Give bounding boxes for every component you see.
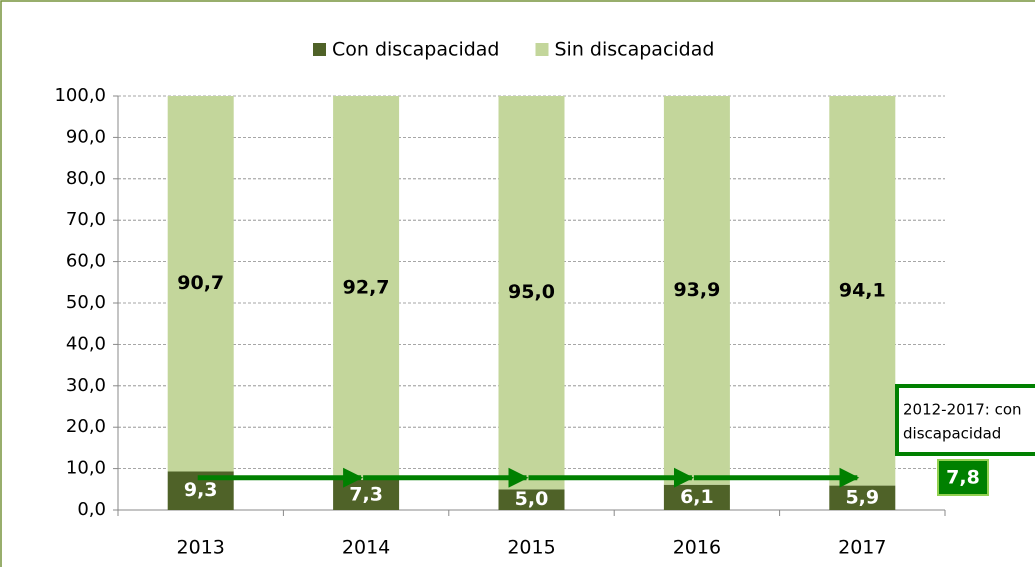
legend-swatch xyxy=(535,43,549,56)
y-tick-label: 90,0 xyxy=(66,126,106,147)
bar-segment xyxy=(663,484,730,510)
bar-segment xyxy=(829,485,896,510)
value-label: 93,9 xyxy=(673,279,720,301)
value-label: 5,0 xyxy=(515,488,549,510)
y-tick-label: 50,0 xyxy=(66,292,106,313)
x-tick-label: 2017 xyxy=(838,537,886,559)
value-label: 5,9 xyxy=(845,486,879,508)
annotation-text: 2012-2017: con xyxy=(903,401,1022,419)
bar-segment xyxy=(498,96,565,490)
annotation-value: 7,8 xyxy=(946,467,980,489)
legend-label: Con discapacidad xyxy=(332,39,500,61)
bar-segment xyxy=(167,96,234,472)
y-tick-label: 10,0 xyxy=(66,458,106,479)
value-label: 6,1 xyxy=(680,486,714,508)
value-label: 92,7 xyxy=(343,276,390,298)
value-label: 9,3 xyxy=(184,479,218,501)
x-tick-label: 2016 xyxy=(673,537,721,559)
value-label: 94,1 xyxy=(839,279,886,301)
value-label: 90,7 xyxy=(177,272,224,294)
x-tick-label: 2015 xyxy=(507,537,555,559)
y-tick-label: 0,0 xyxy=(77,499,106,520)
y-tick-label: 20,0 xyxy=(66,416,106,437)
annotation-text: discapacidad xyxy=(903,425,1001,443)
y-tick-label: 60,0 xyxy=(66,251,106,272)
y-tick-label: 100,0 xyxy=(54,85,106,106)
y-tick-label: 70,0 xyxy=(66,209,106,230)
bar-segment xyxy=(333,96,400,480)
value-label: 7,3 xyxy=(349,483,383,505)
legend-swatch xyxy=(313,43,326,56)
y-tick-label: 30,0 xyxy=(66,375,106,396)
bar-segment xyxy=(663,96,730,485)
x-tick-label: 2014 xyxy=(342,537,390,559)
bar-segment xyxy=(829,96,896,486)
value-label: 95,0 xyxy=(508,281,555,303)
x-tick-label: 2013 xyxy=(177,537,225,559)
bar-segment xyxy=(498,489,565,510)
legend-label: Sin discapacidad xyxy=(555,39,715,61)
annotation-value-box xyxy=(937,459,989,496)
y-tick-label: 80,0 xyxy=(66,168,106,189)
y-tick-label: 40,0 xyxy=(66,333,106,354)
annotation-box xyxy=(895,384,1035,456)
